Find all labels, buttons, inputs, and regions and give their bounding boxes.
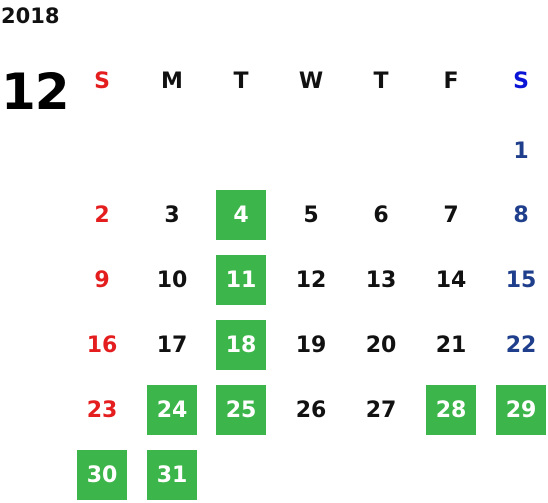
day-cell-highlighted[interactable]: 28 xyxy=(426,385,476,435)
day-cell-highlighted[interactable]: 30 xyxy=(77,450,127,500)
day-cell[interactable]: 19 xyxy=(295,332,327,358)
day-cell[interactable]: 6 xyxy=(373,202,389,228)
weekday-header-sat: S xyxy=(513,68,529,94)
day-cell[interactable]: 27 xyxy=(365,397,397,423)
day-cell[interactable]: 20 xyxy=(365,332,397,358)
day-cell[interactable]: 13 xyxy=(365,267,397,293)
day-cell[interactable]: 7 xyxy=(443,202,459,228)
day-cell[interactable]: 5 xyxy=(303,202,319,228)
calendar-year: 2018 xyxy=(1,4,60,28)
day-cell[interactable]: 10 xyxy=(156,267,188,293)
day-cell[interactable]: 21 xyxy=(435,332,467,358)
day-cell-highlighted[interactable]: 25 xyxy=(216,385,266,435)
day-cell-highlighted[interactable]: 4 xyxy=(216,190,266,240)
weekday-header-fri: F xyxy=(443,68,459,94)
day-cell[interactable]: 2 xyxy=(94,202,110,228)
weekday-header-sun: S xyxy=(94,68,110,94)
day-cell[interactable]: 8 xyxy=(513,202,529,228)
day-cell[interactable]: 16 xyxy=(86,332,118,358)
day-cell[interactable]: 9 xyxy=(94,267,110,293)
day-cell-highlighted[interactable]: 18 xyxy=(216,320,266,370)
day-cell[interactable]: 22 xyxy=(505,332,537,358)
weekday-header-tue: T xyxy=(233,68,249,94)
weekday-header-mon: M xyxy=(161,68,183,94)
weekday-header-thu: T xyxy=(373,68,389,94)
calendar-month: 12 xyxy=(1,63,70,121)
day-cell-highlighted[interactable]: 31 xyxy=(147,450,197,500)
day-cell[interactable]: 15 xyxy=(505,267,537,293)
day-cell[interactable]: 17 xyxy=(156,332,188,358)
day-cell[interactable]: 12 xyxy=(295,267,327,293)
day-cell-highlighted[interactable]: 29 xyxy=(496,385,546,435)
day-cell[interactable]: 14 xyxy=(435,267,467,293)
day-cell[interactable]: 1 xyxy=(513,138,529,164)
day-cell-highlighted[interactable]: 11 xyxy=(216,255,266,305)
day-cell-highlighted[interactable]: 24 xyxy=(147,385,197,435)
day-cell[interactable]: 3 xyxy=(164,202,180,228)
weekday-header-wed: W xyxy=(298,68,324,94)
day-cell[interactable]: 26 xyxy=(295,397,327,423)
day-cell[interactable]: 23 xyxy=(86,397,118,423)
